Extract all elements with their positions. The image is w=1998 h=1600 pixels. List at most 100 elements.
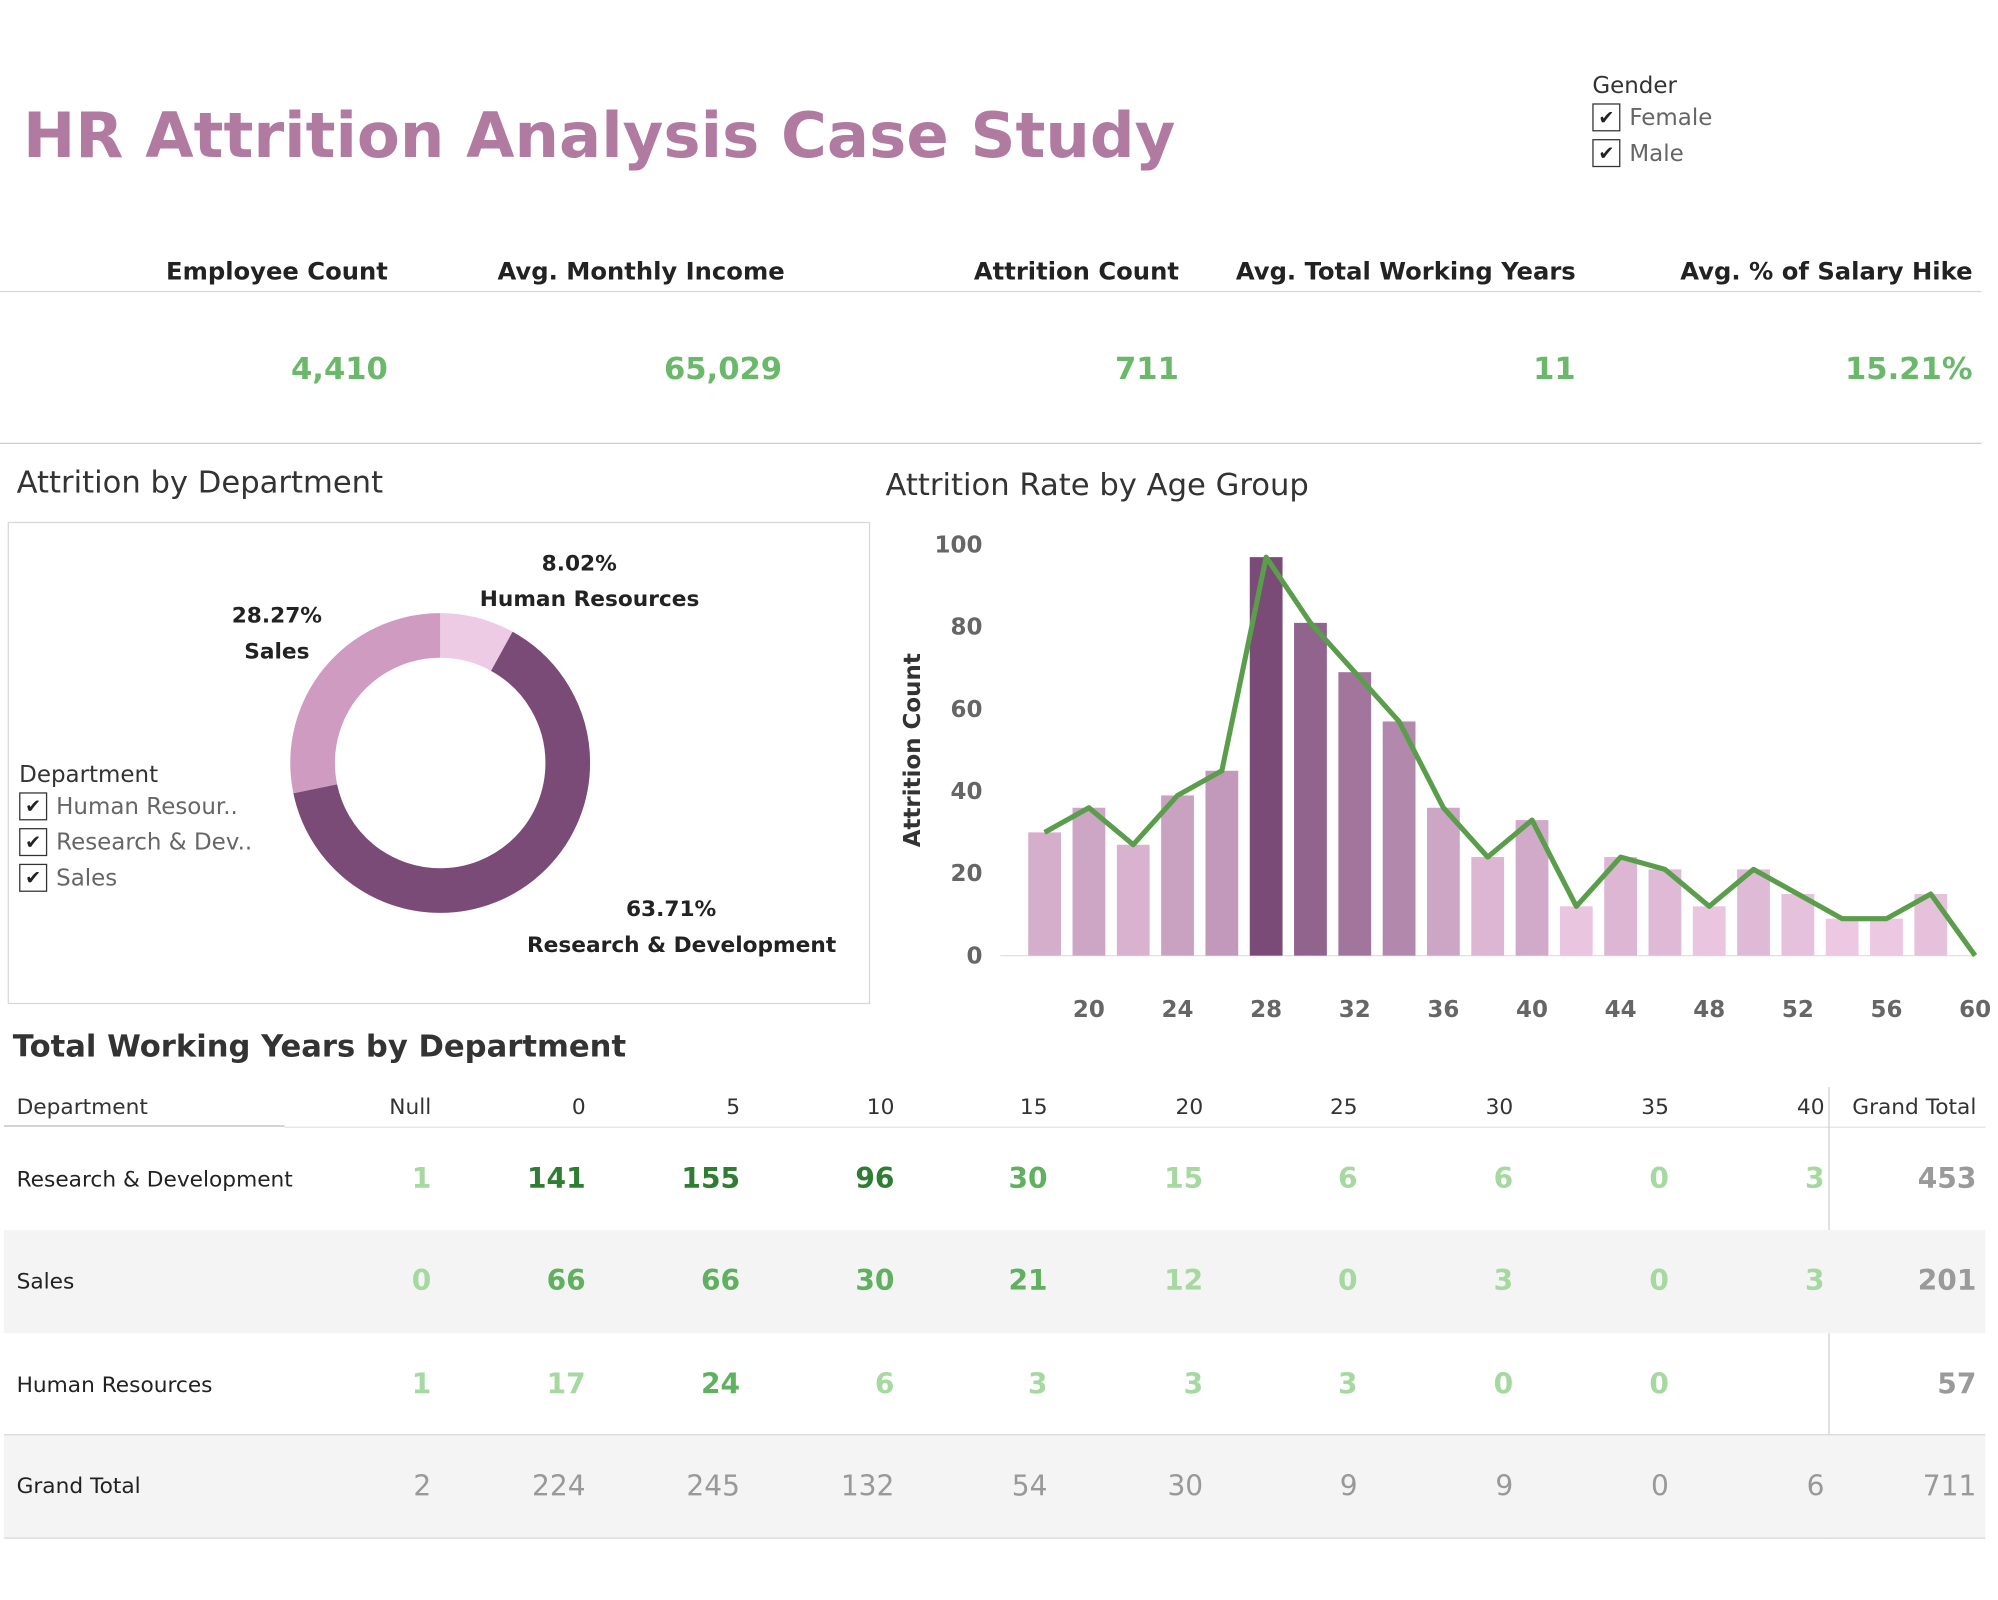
- age-bar-38[interactable]: [1471, 857, 1505, 956]
- x-tick-label: 20: [1073, 997, 1105, 1023]
- table-header-row: Department Null 0 5 10 15 20 25 30 35 40 Grand Tota…: [4, 1087, 1985, 1127]
- department-option-sales[interactable]: ✔ Sales: [19, 860, 252, 896]
- kpi-divider: [0, 290, 1982, 293]
- table-cell: 3: [1804, 1265, 1825, 1298]
- grand-total-overall: 711: [1922, 1470, 1977, 1503]
- gender-filter-title: Gender: [1592, 72, 1677, 100]
- attrition-trend-line: [1043, 554, 1978, 958]
- donut-name-sales: Sales: [244, 639, 310, 665]
- age-bar-58[interactable]: [1914, 894, 1948, 956]
- y-tick-label: 40: [950, 779, 982, 805]
- kpi-employee-count-label: Employee Count: [166, 257, 388, 286]
- table-cell: 3: [1027, 1369, 1048, 1401]
- donut-pct-rd: 63.71%: [625, 896, 717, 923]
- table-cell: 3: [1338, 1369, 1358, 1401]
- column-header: Null: [389, 1094, 432, 1120]
- grand-total-row: Grand Total 2 224 245 132 54 30 9 9 0 6 711: [3, 1435, 1986, 1538]
- age-bar-20[interactable]: [1072, 807, 1106, 956]
- age-bar-24[interactable]: [1161, 795, 1194, 956]
- age-bar-56[interactable]: [1870, 918, 1903, 956]
- age-bar-50[interactable]: [1737, 869, 1770, 956]
- checkbox-rd[interactable]: ✔: [19, 828, 48, 857]
- department-option-label: Human Resour..: [56, 792, 238, 820]
- table-cell: 3: [1183, 1369, 1204, 1401]
- age-bar-52[interactable]: [1781, 894, 1815, 956]
- row-grand-total: 201: [1917, 1265, 1977, 1298]
- working-years-table-title: Total Working Years by Department: [12, 1028, 627, 1065]
- department-legend: Department ✔ Human Resour.. ✔ Research &…: [19, 762, 252, 896]
- age-bar-36[interactable]: [1426, 807, 1460, 956]
- gender-filter: Gender ✔ Female ✔ Male: [1592, 73, 1712, 171]
- age-bar-44[interactable]: [1604, 857, 1638, 956]
- checkbox-sales[interactable]: ✔: [19, 863, 48, 892]
- grand-total-cell: 2: [413, 1470, 432, 1503]
- grand-total-label: Grand Total: [16, 1473, 141, 1500]
- table-cell: 96: [855, 1163, 895, 1196]
- x-tick-label: 40: [1516, 997, 1548, 1023]
- grand-total-cell: 54: [1011, 1470, 1048, 1503]
- check-icon: ✔: [25, 830, 42, 854]
- section-divider: [0, 442, 1982, 445]
- donut-slice-sales[interactable]: [290, 613, 591, 913]
- column-header: 20: [1175, 1094, 1204, 1120]
- age-bar-48[interactable]: [1692, 906, 1726, 956]
- table-cell: 155: [681, 1163, 741, 1196]
- row-department-name: Research & Development: [16, 1166, 293, 1193]
- gender-option-female[interactable]: ✔ Female: [1592, 100, 1712, 136]
- grand-total-cell: 132: [840, 1470, 895, 1503]
- table-cell: 12: [1164, 1265, 1204, 1298]
- check-icon: ✔: [25, 866, 42, 890]
- table-cell: 6: [1493, 1163, 1514, 1196]
- donut-label-rd: 63.71% Research & Development: [527, 892, 836, 963]
- table-cell: 0: [411, 1265, 432, 1298]
- table-bottom-border: [3, 1537, 1986, 1539]
- column-header: Grand Total: [1852, 1094, 1977, 1120]
- y-tick-label: 60: [950, 697, 982, 723]
- table-cell: 3: [1804, 1163, 1825, 1196]
- checkbox-hr[interactable]: ✔: [19, 792, 48, 821]
- y-tick-label: 0: [966, 943, 982, 969]
- kpi-avg-monthly-income-label: Avg. Monthly Income: [497, 257, 785, 286]
- age-bar-30[interactable]: [1294, 622, 1327, 956]
- table-cell: 66: [546, 1265, 586, 1298]
- department-legend-title: Department: [19, 761, 159, 789]
- column-header: 40: [1796, 1094, 1825, 1120]
- department-option-hr[interactable]: ✔ Human Resour..: [19, 789, 252, 825]
- age-bar-22[interactable]: [1116, 844, 1150, 956]
- department-chart-title: Attrition by Department: [16, 464, 384, 501]
- grand-total-cell: 30: [1167, 1470, 1204, 1503]
- checkbox-male[interactable]: ✔: [1592, 139, 1621, 168]
- gender-option-label: Male: [1629, 139, 1684, 167]
- x-tick-label: 56: [1870, 997, 1902, 1023]
- age-bar-32[interactable]: [1338, 672, 1372, 956]
- kpi-avg-working-years-label: Avg. Total Working Years: [1235, 257, 1576, 286]
- department-option-rd[interactable]: ✔ Research & Dev..: [19, 824, 252, 860]
- age-bar-54[interactable]: [1825, 918, 1859, 956]
- donut-label-hr: 8.02% Human Resources: [480, 546, 700, 617]
- checkbox-female[interactable]: ✔: [1592, 103, 1621, 132]
- department-option-label: Sales: [56, 864, 118, 892]
- column-header: 25: [1329, 1094, 1358, 1120]
- age-bar-34[interactable]: [1382, 721, 1416, 956]
- table-cell: 24: [700, 1369, 741, 1401]
- age-bar-26[interactable]: [1205, 770, 1239, 956]
- row-department-name: Sales: [16, 1268, 75, 1295]
- donut-pct-hr: 8.02%: [541, 551, 617, 577]
- grand-total-top-border: [3, 1434, 1986, 1436]
- age-bar-46[interactable]: [1648, 869, 1682, 956]
- table-cell: 1: [411, 1163, 432, 1196]
- grand-total-cell: 9: [1339, 1470, 1358, 1503]
- table-cell: 17: [546, 1369, 586, 1401]
- x-tick-label: 36: [1427, 997, 1459, 1023]
- gender-option-male[interactable]: ✔ Male: [1592, 135, 1712, 171]
- table-cell: 0: [1338, 1265, 1358, 1298]
- x-tick-label: 28: [1250, 997, 1282, 1023]
- age-bar-28[interactable]: [1249, 557, 1283, 956]
- grand-total-cell: 224: [532, 1470, 586, 1503]
- grand-total-cell: 245: [686, 1470, 741, 1503]
- donut-slice-research-development[interactable]: [290, 613, 591, 913]
- age-bar-18[interactable]: [1028, 832, 1062, 956]
- check-icon: ✔: [1598, 141, 1615, 165]
- row-grand-total: 453: [1917, 1163, 1977, 1196]
- age-bar-42[interactable]: [1559, 906, 1593, 956]
